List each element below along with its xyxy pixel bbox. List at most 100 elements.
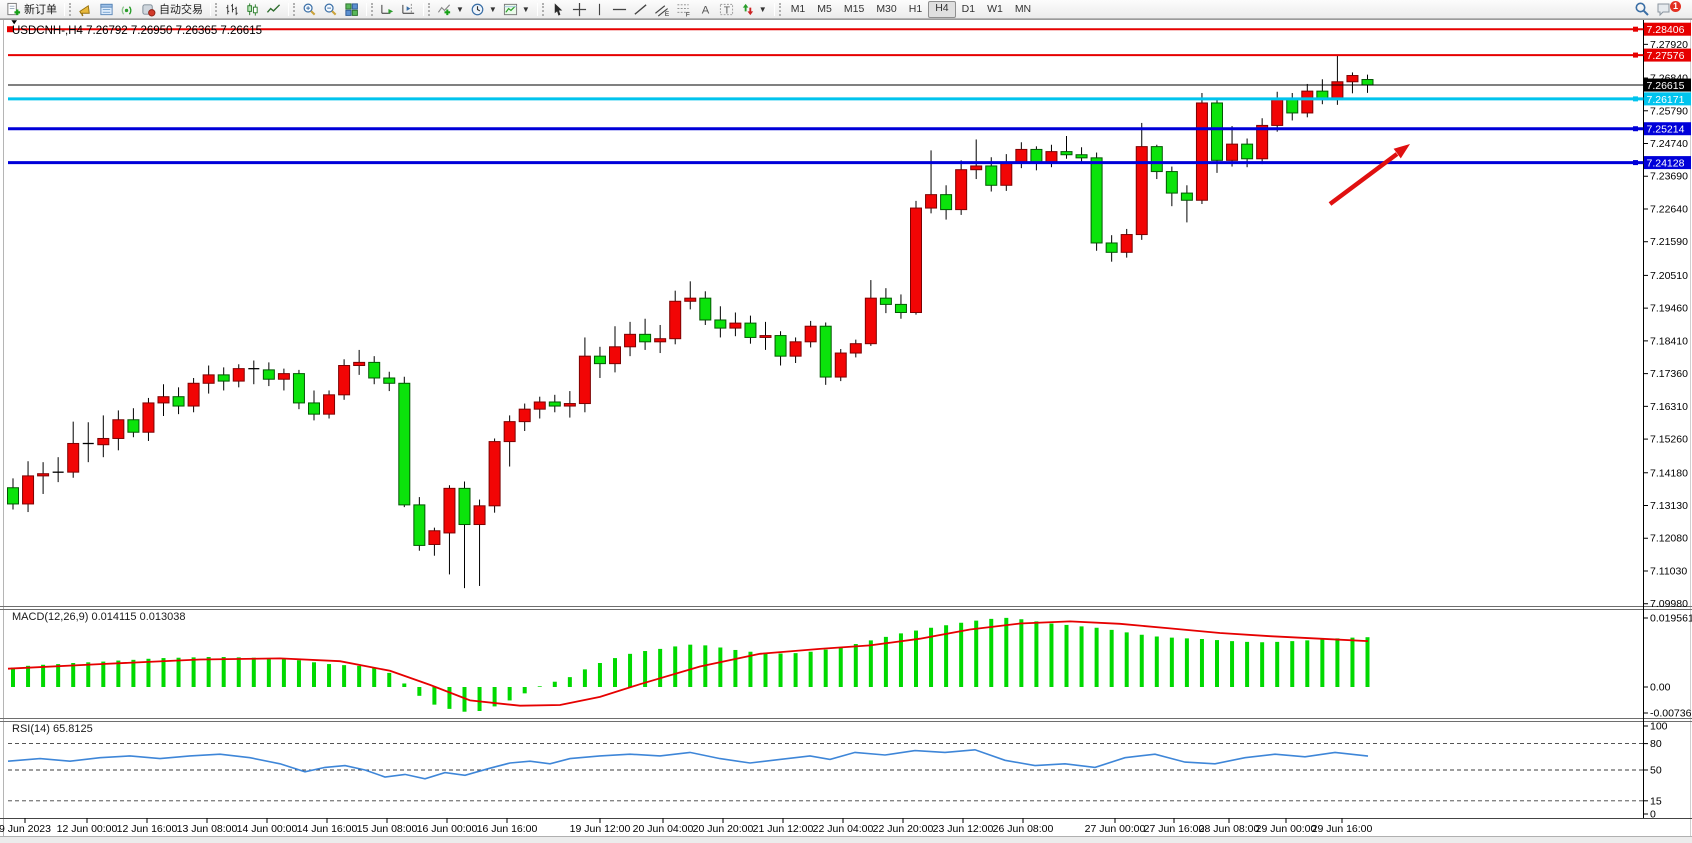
svg-text:7.13130: 7.13130 xyxy=(1650,500,1688,512)
cursor-icon xyxy=(554,2,563,16)
horizontal-line-icon xyxy=(612,8,626,10)
new-order-button[interactable]: 新订单 xyxy=(3,1,60,18)
macd-indicator-label: MACD(12,26,9) 0.014115 0.013038 xyxy=(12,611,185,623)
line-drag-handle[interactable] xyxy=(7,26,13,33)
svg-text:23 Jun 12:00: 23 Jun 12:00 xyxy=(933,823,994,835)
notification-count-badge: 1 xyxy=(1670,0,1681,12)
svg-text:29 Jun 00:00: 29 Jun 00:00 xyxy=(1256,823,1317,835)
macd-panel: 0.019561 0.00 -0.007367 xyxy=(7,612,1692,719)
chart-shift-icon xyxy=(402,3,415,14)
timeframe-h1-button[interactable]: H1 xyxy=(908,2,923,15)
crosshair-tool-button[interactable] xyxy=(569,1,590,18)
svg-text:7.28406: 7.28406 xyxy=(1647,24,1685,36)
svg-text:E: E xyxy=(665,11,670,17)
crosshair-icon xyxy=(572,2,586,16)
svg-text:7.26615: 7.26615 xyxy=(1647,80,1685,92)
trend-arrow-annotation[interactable] xyxy=(1328,144,1410,206)
time-axis[interactable]: 9 Jun 2023 12 Jun 00:00 12 Jun 16:00 13 Jun… xyxy=(0,818,1373,835)
svg-text:20 Jun 04:00: 20 Jun 04:00 xyxy=(633,823,694,835)
arrows-tool-button[interactable]: ▼ xyxy=(737,1,770,18)
trendline-tool-button[interactable] xyxy=(630,1,651,18)
svg-text:12 Jun 00:00: 12 Jun 00:00 xyxy=(57,823,118,835)
quick-trade-button[interactable] xyxy=(75,1,96,18)
rsi-indicator-label: RSI(14) 65.8125 xyxy=(12,723,93,735)
text-tool-button[interactable]: A xyxy=(695,1,716,18)
templates-button[interactable]: ▼ xyxy=(500,1,533,18)
vertical-line-tool-button[interactable] xyxy=(590,1,609,18)
price-badges: 7.28406 7.27576 7.26615 7.26171 7.25214 7.241… xyxy=(1644,22,1691,170)
svg-text:50: 50 xyxy=(1650,765,1662,777)
svg-text:20 Jun 20:00: 20 Jun 20:00 xyxy=(693,823,754,835)
svg-text:7.11030: 7.11030 xyxy=(1650,565,1687,577)
autotrading-button[interactable]: 自动交易 xyxy=(138,1,206,18)
timeframe-mn-button[interactable]: MN xyxy=(1014,2,1032,15)
svg-text:7.27920: 7.27920 xyxy=(1650,39,1688,51)
toolbar-grip xyxy=(64,2,71,16)
timeframe-m5-button[interactable]: M5 xyxy=(817,2,832,15)
dropdown-caret-icon: ▼ xyxy=(521,4,530,14)
autotrading-icon xyxy=(142,3,156,16)
signals-button[interactable] xyxy=(117,1,138,18)
timeframe-d1-button[interactable]: D1 xyxy=(961,2,976,15)
svg-text:7.21590: 7.21590 xyxy=(1650,236,1688,248)
symbol-dropdown-icon[interactable] xyxy=(11,20,17,25)
timeframe-h4-button[interactable]: H4 xyxy=(928,0,956,18)
toolbar-grip xyxy=(536,2,544,16)
timeframe-m30-button[interactable]: M30 xyxy=(876,2,897,15)
periods-button[interactable]: ▼ xyxy=(467,1,500,18)
svg-text:100: 100 xyxy=(1650,721,1668,733)
chart-ohlc-title: USDCNH-,H4 7.26792 7.26950 7.26365 7.266… xyxy=(12,25,262,37)
candlestick-chart-button[interactable] xyxy=(242,1,263,18)
svg-text:7.19460: 7.19460 xyxy=(1650,303,1688,315)
svg-text:F: F xyxy=(686,11,690,16)
svg-text:19 Jun 12:00: 19 Jun 12:00 xyxy=(570,823,631,835)
timeframe-m1-button[interactable]: M1 xyxy=(790,2,806,15)
depth-window-icon xyxy=(100,3,113,15)
zoom-out-button[interactable] xyxy=(320,1,341,18)
text-label-icon: T xyxy=(719,3,733,16)
svg-text:28 Jun 08:00: 28 Jun 08:00 xyxy=(1199,823,1260,835)
signal-icon xyxy=(121,5,132,15)
timeframe-w1-button[interactable]: W1 xyxy=(987,2,1003,15)
timeframe-m15-button[interactable]: M15 xyxy=(843,2,865,15)
text-label-tool-button[interactable]: T xyxy=(716,1,737,18)
candlestick-chart-icon xyxy=(247,2,258,16)
dropdown-caret-icon: ▼ xyxy=(488,4,497,14)
fibonacci-tool-button[interactable]: F xyxy=(673,1,695,18)
svg-text:29 Jun 16:00: 29 Jun 16:00 xyxy=(1312,823,1373,835)
toolbar-grip xyxy=(366,2,373,16)
svg-text:12 Jun 16:00: 12 Jun 16:00 xyxy=(117,823,178,835)
zoom-in-button[interactable] xyxy=(299,1,320,18)
svg-text:27 Jun 00:00: 27 Jun 00:00 xyxy=(1085,823,1146,835)
tile-windows-button[interactable] xyxy=(341,1,362,18)
bar-chart-icon xyxy=(226,3,238,15)
svg-text:7.15260: 7.15260 xyxy=(1650,434,1688,446)
horizontal-line-tool-button[interactable] xyxy=(609,1,630,18)
equidistant-channel-tool-button[interactable]: E xyxy=(651,1,673,18)
indicators-button[interactable]: ▼ xyxy=(434,1,467,18)
svg-text:0.00: 0.00 xyxy=(1650,682,1671,694)
svg-text:27 Jun 16:00: 27 Jun 16:00 xyxy=(1144,823,1205,835)
market-depth-button[interactable] xyxy=(96,1,117,18)
svg-text:7.09980: 7.09980 xyxy=(1650,598,1688,610)
chat-bubble-icon xyxy=(1657,3,1670,17)
svg-text:7.25214: 7.25214 xyxy=(1647,124,1685,136)
cursor-tool-button[interactable] xyxy=(548,1,569,18)
line-chart-icon xyxy=(266,3,281,13)
svg-text:7.25790: 7.25790 xyxy=(1650,105,1688,117)
svg-text:15 Jun 08:00: 15 Jun 08:00 xyxy=(357,823,418,835)
search-button[interactable] xyxy=(1631,1,1653,18)
svg-text:7.17360: 7.17360 xyxy=(1650,368,1688,380)
bar-chart-button[interactable] xyxy=(221,1,242,18)
rsi-panel: 100 80 50 15 0 xyxy=(7,721,1668,821)
chart-shift-button[interactable] xyxy=(398,1,419,18)
svg-text:7.22640: 7.22640 xyxy=(1650,203,1688,215)
notifications-button[interactable]: 1 xyxy=(1653,0,1689,18)
auto-scroll-button[interactable] xyxy=(377,1,398,18)
line-chart-button[interactable] xyxy=(263,1,284,18)
dropdown-caret-icon: ▼ xyxy=(758,4,767,14)
new-order-label: 新订单 xyxy=(24,4,57,16)
trendline-icon xyxy=(634,3,647,15)
